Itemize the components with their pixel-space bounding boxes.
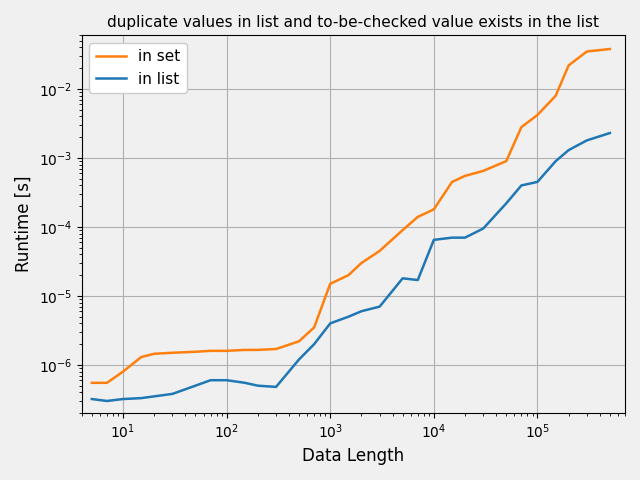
in list <box>414 277 422 283</box>
in list <box>448 235 456 240</box>
in set <box>358 260 365 266</box>
in set <box>310 324 318 330</box>
in list <box>150 394 158 399</box>
in list <box>564 147 572 153</box>
in set <box>241 347 249 353</box>
in list <box>358 308 365 314</box>
in list <box>518 182 525 188</box>
in list <box>272 384 280 390</box>
in set <box>207 348 214 354</box>
in set <box>295 338 303 344</box>
in list <box>241 380 249 386</box>
Line: in set: in set <box>92 49 610 383</box>
in set <box>564 62 572 68</box>
in set <box>583 48 591 54</box>
Title: duplicate values in list and to-be-checked value exists in the list: duplicate values in list and to-be-check… <box>108 15 600 30</box>
in list <box>326 321 334 326</box>
in set <box>376 248 383 254</box>
in set <box>461 173 469 179</box>
in set <box>399 227 406 233</box>
in set <box>223 348 230 354</box>
in set <box>138 354 145 360</box>
in set <box>150 351 158 357</box>
in set <box>344 272 352 278</box>
in list <box>207 377 214 383</box>
in list <box>138 395 145 401</box>
in set <box>479 168 487 174</box>
in list <box>119 396 127 402</box>
in set <box>606 46 614 52</box>
in list <box>502 201 510 206</box>
in list <box>399 276 406 281</box>
in list <box>103 398 111 404</box>
in set <box>414 214 422 220</box>
Legend: in set, in list: in set, in list <box>90 43 187 93</box>
in list <box>344 314 352 320</box>
in list <box>191 383 199 388</box>
in list <box>88 396 95 402</box>
in list <box>552 158 559 164</box>
in set <box>534 112 541 118</box>
in set <box>502 158 510 164</box>
in set <box>103 380 111 386</box>
in list <box>583 137 591 143</box>
in list <box>310 341 318 347</box>
in set <box>88 380 95 386</box>
in set <box>552 93 559 98</box>
in set <box>448 179 456 185</box>
in set <box>119 369 127 374</box>
in list <box>168 391 176 397</box>
in list <box>461 235 469 240</box>
Line: in list: in list <box>92 133 610 401</box>
X-axis label: Data Length: Data Length <box>302 447 404 465</box>
in set <box>168 350 176 356</box>
in set <box>272 346 280 352</box>
in set <box>326 281 334 287</box>
in list <box>534 179 541 185</box>
in set <box>518 124 525 130</box>
in list <box>479 226 487 231</box>
in list <box>430 237 438 243</box>
Y-axis label: Runtime [s]: Runtime [s] <box>15 176 33 273</box>
in list <box>223 377 230 383</box>
in set <box>191 349 199 355</box>
in list <box>295 357 303 362</box>
in list <box>376 304 383 310</box>
in list <box>606 130 614 136</box>
in list <box>254 383 262 388</box>
in set <box>430 206 438 212</box>
in set <box>254 347 262 353</box>
